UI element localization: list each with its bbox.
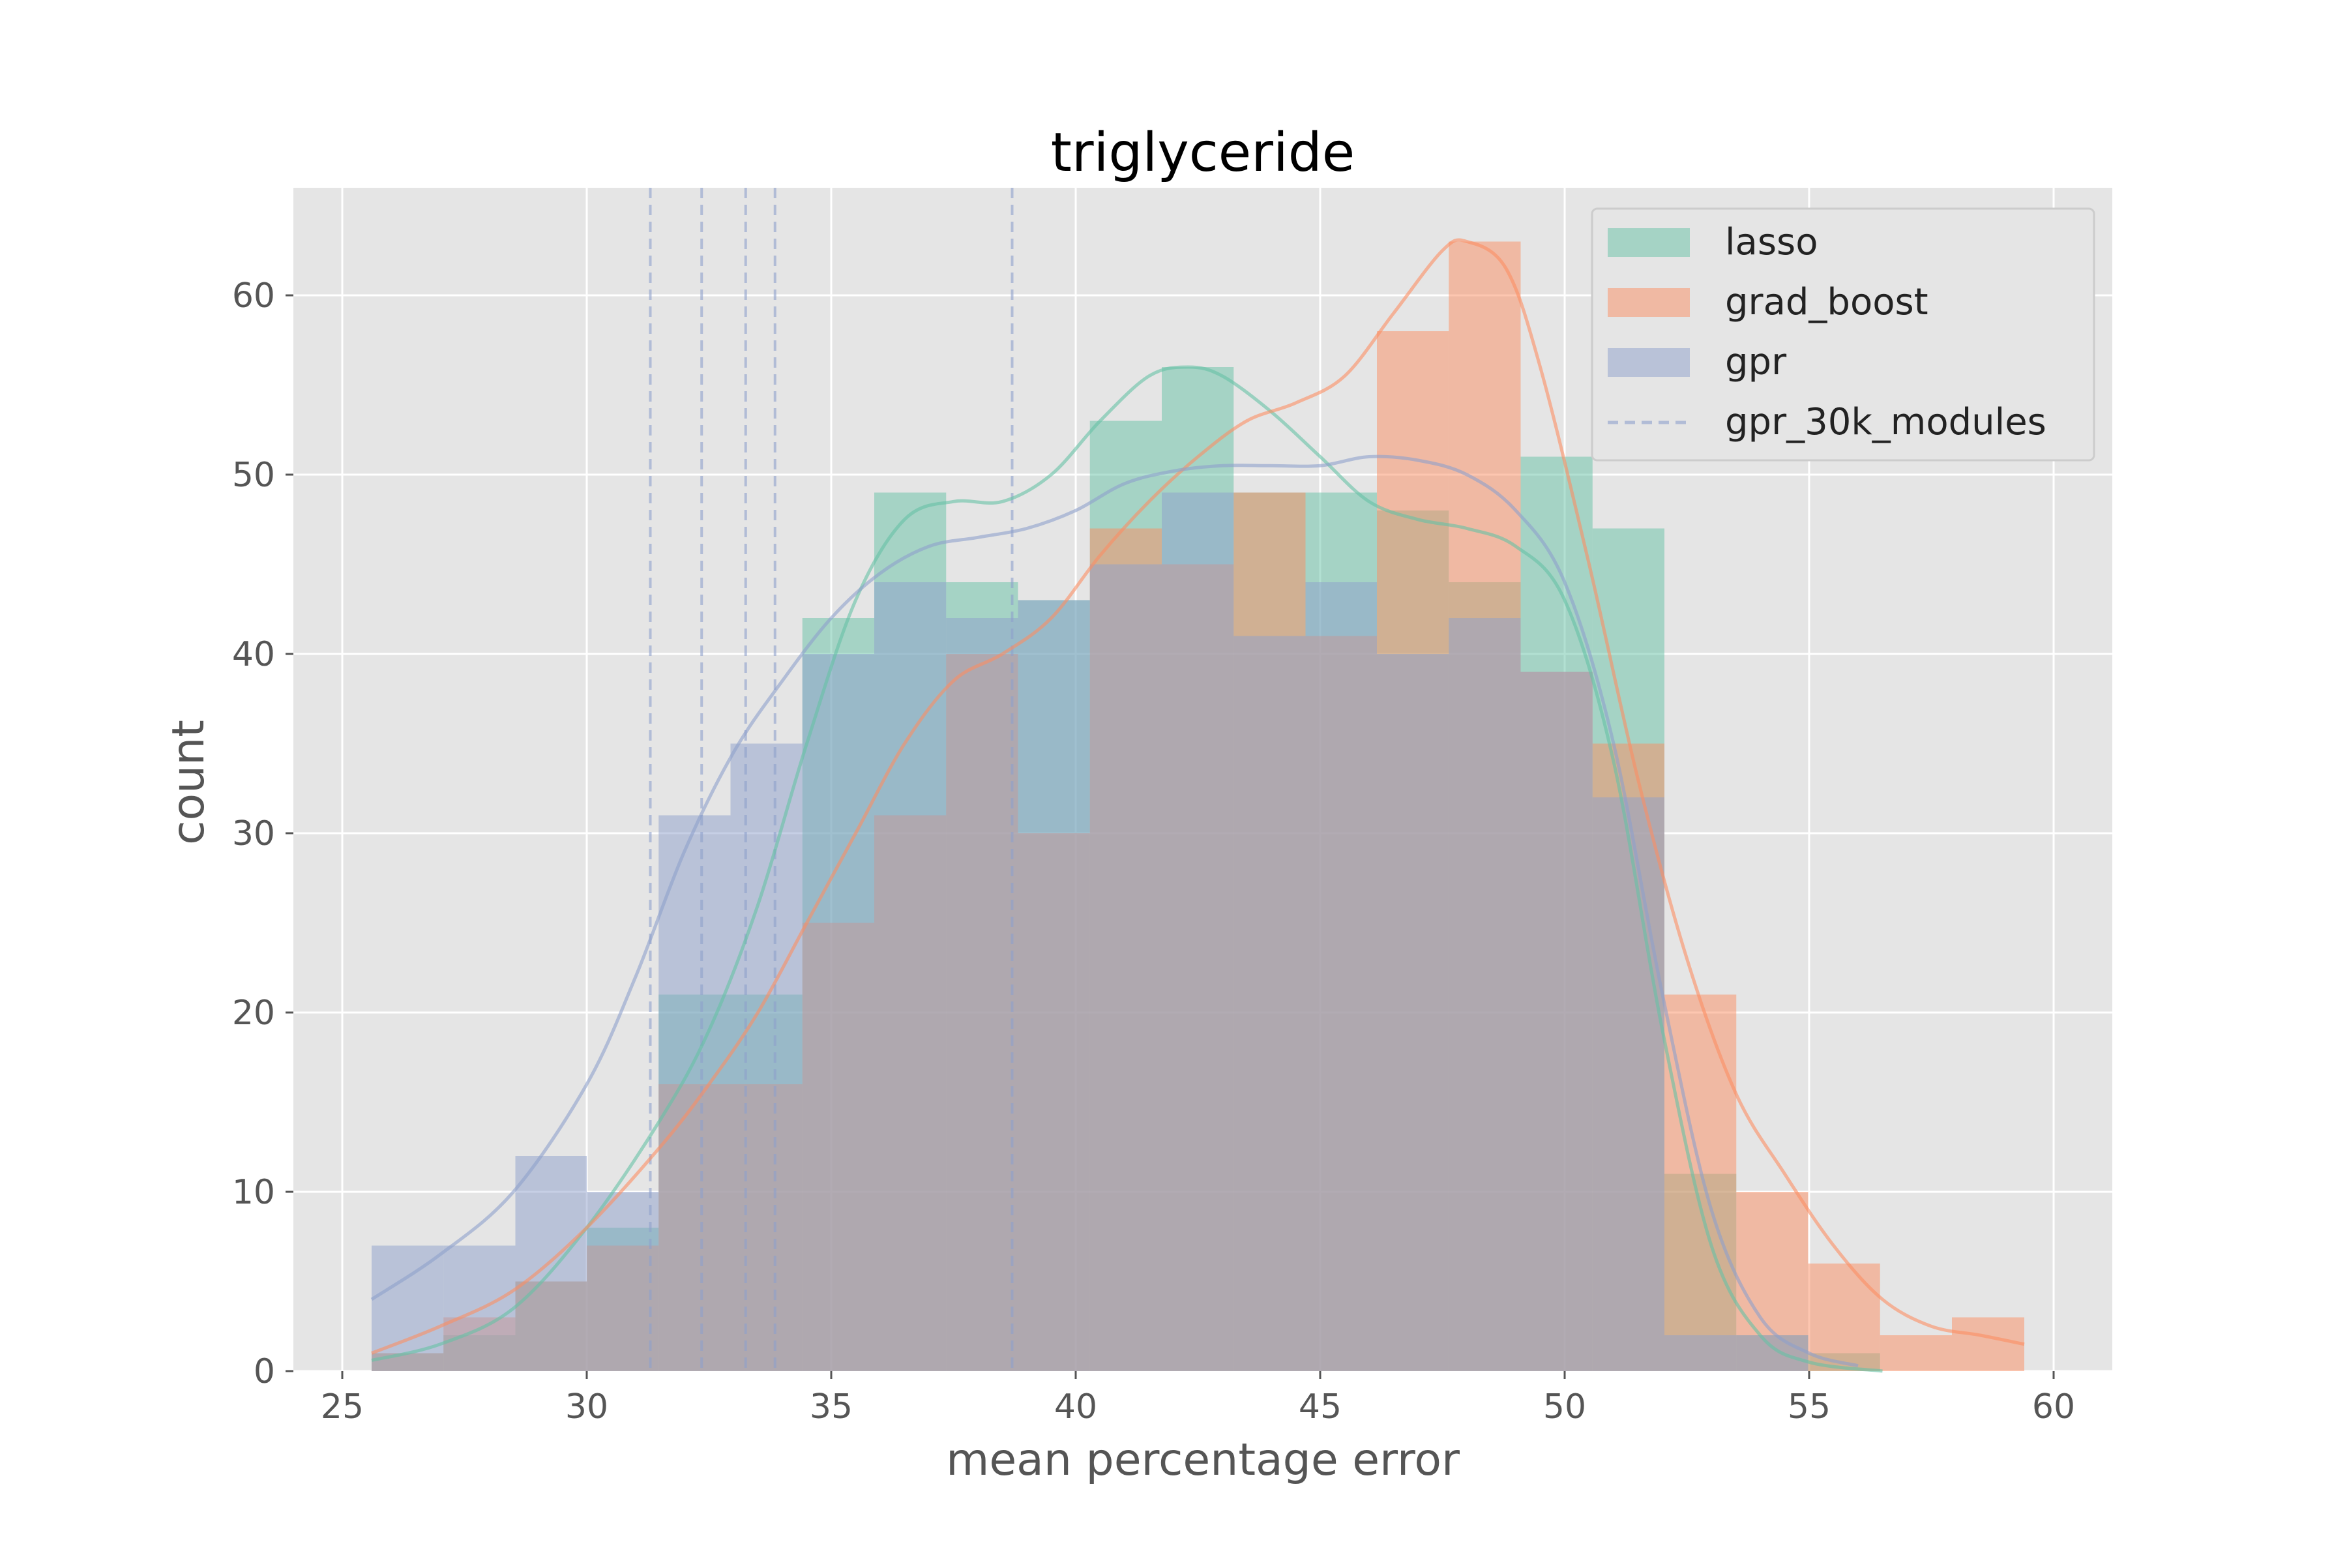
x-tick-label: 60 [2032,1387,2075,1427]
legend-label-lasso: lasso [1725,221,1818,263]
legend-label-gpr: gpr [1725,341,1787,383]
x-tick-label: 25 [321,1387,364,1427]
bar-gpr [946,618,1018,1371]
legend-swatch-lasso [1608,228,1690,257]
chart-title: triglyceride [1051,122,1355,184]
y-tick-label: 30 [232,814,275,853]
y-axis-label: count [163,720,214,845]
histogram-bars [372,241,2024,1371]
x-axis-label: mean percentage error [946,1434,1460,1486]
bar-gpr [802,654,874,1371]
legend-swatch-gpr [1608,348,1690,377]
kde-curves [370,238,2025,1373]
bar-gpr [1018,600,1090,1371]
bar-gpr [1377,654,1449,1371]
bar-gpr [1592,797,1664,1371]
legend-label-gpr-30k-modules: gpr_30k_modules [1725,401,2046,443]
bar-gpr [1162,492,1234,1371]
bar-gpr [874,582,947,1371]
bar-gpr [515,1156,587,1371]
legend-box [1591,207,2095,462]
y-tick-label: 40 [232,635,275,674]
bar-gpr [1520,672,1593,1371]
kde-line-lasso [371,365,1883,1373]
legend-swatch-grad-boost [1608,288,1690,317]
reference-lines [649,188,1014,1371]
legend: lasso grad_boost gpr gpr_30k_modules [1591,207,2095,462]
kde-line-grad-boost [371,238,2025,1355]
kde-line-gpr [370,454,1859,1368]
y-tick-label: 0 [254,1352,275,1391]
bar-gpr [1664,1335,1737,1371]
x-tick-label: 35 [810,1387,853,1427]
bar-grad-boost [1808,1264,1880,1371]
bar-grad-boost [1880,1335,1952,1371]
axis-ticks: 25 30 35 40 45 50 55 60 0 10 20 30 40 50 60 [232,276,2075,1427]
legend-label-grad-boost: grad_boost [1725,281,1928,323]
bar-gpr [1736,1335,1808,1371]
bar-gpr [587,1192,659,1371]
bar-gpr [730,743,803,1371]
x-tick-label: 40 [1054,1387,1097,1427]
y-tick-label: 60 [232,276,275,316]
x-tick-label: 45 [1299,1387,1342,1427]
x-tick-label: 30 [565,1387,608,1427]
x-tick-label: 50 [1543,1387,1586,1427]
x-tick-label: 55 [1788,1387,1831,1427]
bar-grad-boost [1952,1317,2024,1371]
bar-gpr [658,815,731,1371]
bar-gpr [1089,564,1162,1371]
y-tick-label: 20 [232,994,275,1033]
y-tick-label: 10 [232,1173,275,1212]
bar-gpr [1449,618,1521,1371]
bar-gpr [1233,636,1306,1371]
bar-gpr [1305,582,1377,1371]
y-tick-label: 50 [232,456,275,495]
